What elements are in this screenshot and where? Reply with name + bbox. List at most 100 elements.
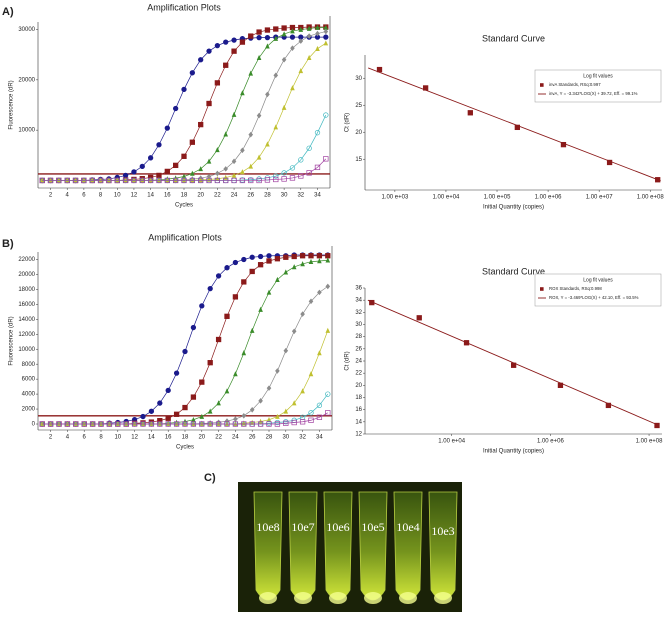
point bbox=[266, 385, 272, 391]
tube-label: 10e6 bbox=[326, 520, 349, 534]
x-tick-label: 2 bbox=[49, 193, 53, 199]
point bbox=[256, 112, 262, 119]
y-tick-label: 12 bbox=[355, 432, 362, 438]
point bbox=[258, 398, 263, 404]
tube-glow bbox=[329, 592, 347, 604]
point bbox=[147, 177, 154, 184]
tube-glow bbox=[364, 592, 382, 604]
point bbox=[206, 177, 212, 184]
point bbox=[206, 48, 212, 54]
point bbox=[281, 176, 287, 182]
point bbox=[467, 110, 473, 116]
x-tick-label: 12 bbox=[131, 435, 138, 441]
point bbox=[182, 421, 188, 427]
point bbox=[300, 311, 305, 317]
point bbox=[299, 419, 306, 425]
point bbox=[131, 177, 137, 184]
point bbox=[273, 176, 279, 183]
point bbox=[264, 34, 271, 41]
point bbox=[190, 394, 197, 400]
x-tick-label: 22 bbox=[214, 193, 221, 199]
point bbox=[416, 315, 422, 321]
y-axis-label: Ct (dR) bbox=[345, 351, 351, 370]
chart-title: Standard Curve bbox=[482, 266, 545, 276]
point bbox=[214, 80, 221, 86]
legend-title: Log fit values bbox=[583, 277, 613, 283]
point bbox=[232, 294, 239, 300]
point bbox=[215, 273, 222, 279]
point bbox=[258, 418, 263, 424]
point bbox=[198, 57, 204, 63]
point bbox=[199, 413, 205, 419]
legend-title: Log fit values bbox=[583, 73, 613, 79]
y-tick-label: 8000 bbox=[22, 362, 36, 368]
point bbox=[233, 371, 238, 377]
point bbox=[275, 413, 280, 419]
point bbox=[266, 258, 272, 264]
legend-box bbox=[534, 273, 662, 307]
y-tick-label: 20 bbox=[355, 383, 362, 389]
legend-swatch bbox=[540, 287, 544, 291]
x-tick-label: 12 bbox=[131, 193, 138, 199]
point bbox=[207, 421, 213, 427]
y-tick-label: 18000 bbox=[18, 287, 35, 293]
x-tick-label: 10 bbox=[114, 435, 121, 441]
point bbox=[97, 177, 104, 184]
point bbox=[273, 26, 279, 32]
point bbox=[173, 162, 179, 169]
y-tick-label: 22 bbox=[355, 371, 362, 377]
point bbox=[274, 256, 281, 262]
point bbox=[257, 262, 264, 268]
point bbox=[165, 421, 171, 427]
point bbox=[308, 410, 314, 416]
point bbox=[289, 165, 296, 171]
point bbox=[300, 261, 305, 267]
point bbox=[308, 371, 314, 377]
point bbox=[290, 45, 295, 51]
point bbox=[164, 125, 170, 131]
point bbox=[316, 414, 323, 420]
point bbox=[298, 26, 304, 32]
point bbox=[216, 400, 221, 406]
point bbox=[198, 177, 203, 183]
point bbox=[241, 412, 247, 419]
point bbox=[231, 37, 237, 43]
point bbox=[281, 56, 287, 63]
point bbox=[317, 258, 322, 264]
point bbox=[224, 388, 230, 394]
legend-label: invA Standards, RSq:0.997 bbox=[549, 82, 601, 87]
point bbox=[89, 177, 95, 184]
point bbox=[199, 379, 205, 385]
x-tick-label: 6 bbox=[83, 435, 87, 441]
point bbox=[215, 170, 220, 177]
point bbox=[206, 158, 212, 164]
point bbox=[114, 177, 120, 184]
point bbox=[514, 124, 520, 131]
x-tick-label: 1.00 e+08 bbox=[636, 439, 664, 445]
point bbox=[106, 177, 112, 184]
y-tick-label: 34 bbox=[355, 298, 362, 304]
x-tick-label: 28 bbox=[266, 435, 273, 441]
point bbox=[275, 276, 280, 282]
point bbox=[157, 421, 163, 427]
point bbox=[165, 387, 171, 394]
x-tick-label: 1.00 e+06 bbox=[535, 195, 563, 201]
series-line bbox=[42, 286, 329, 425]
point bbox=[239, 177, 246, 184]
point bbox=[131, 169, 137, 175]
point bbox=[510, 362, 517, 368]
point bbox=[249, 419, 255, 425]
point bbox=[241, 256, 247, 263]
point bbox=[308, 417, 314, 423]
tube-glow bbox=[294, 592, 312, 604]
point bbox=[139, 177, 145, 184]
point bbox=[306, 33, 312, 39]
x-tick-label: 14 bbox=[148, 435, 155, 441]
point bbox=[64, 177, 70, 184]
point bbox=[148, 421, 155, 427]
panel-label: A) bbox=[2, 6, 14, 18]
y-axis-label: Fluorescence (dR) bbox=[9, 80, 15, 129]
point bbox=[323, 112, 329, 118]
point bbox=[463, 340, 470, 346]
y-tick-label: 24 bbox=[355, 359, 362, 365]
